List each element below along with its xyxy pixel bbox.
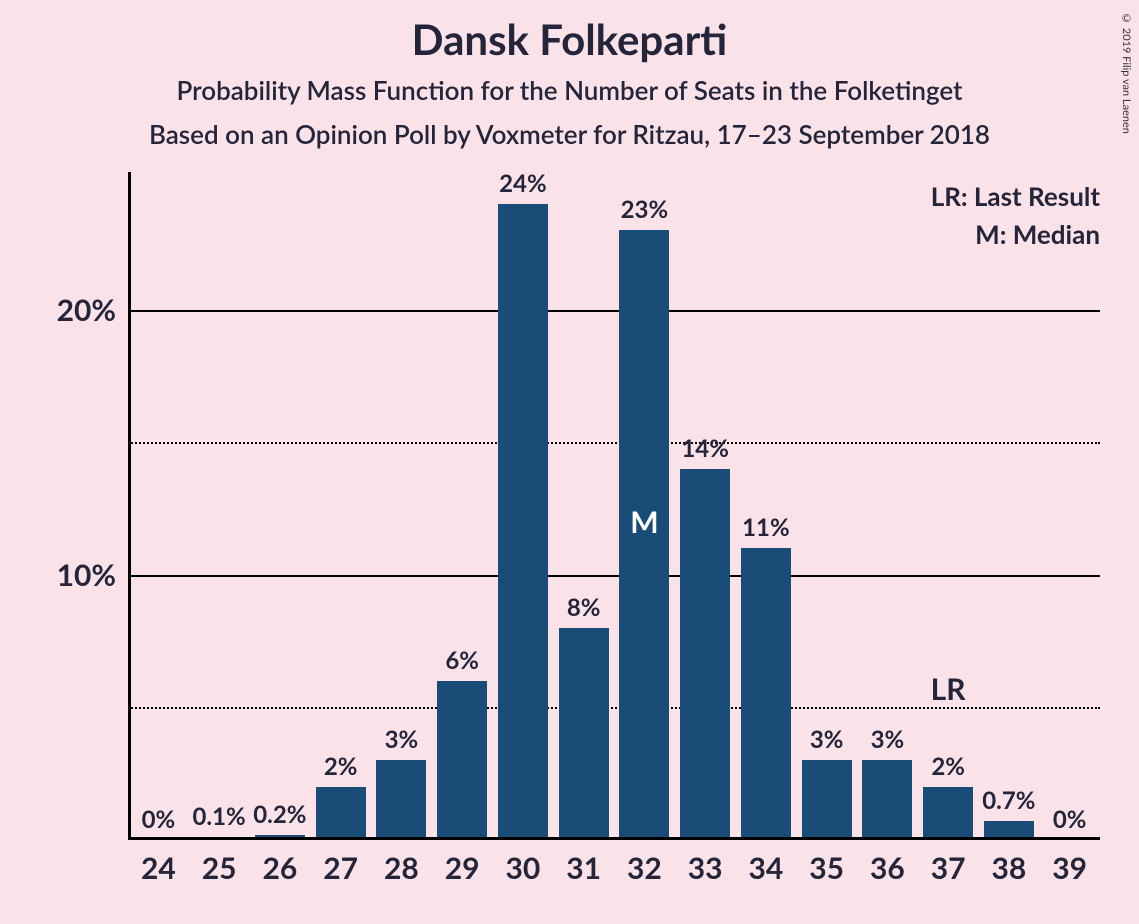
x-axis-label: 25 xyxy=(202,840,237,886)
bar-value-label: 14% xyxy=(681,434,729,469)
gridline xyxy=(128,707,1100,709)
legend-median: M: Median xyxy=(975,218,1100,250)
bar-value-label: 6% xyxy=(445,646,479,681)
bar: 8% xyxy=(559,628,609,840)
x-axis-label: 28 xyxy=(384,840,419,886)
bar: 6% xyxy=(437,681,487,840)
bar-value-label: 3% xyxy=(810,725,844,760)
bar-value-label: 3% xyxy=(385,725,419,760)
last-result-marker: LR xyxy=(931,671,966,707)
bar: 11% xyxy=(741,548,791,840)
gridline xyxy=(128,442,1100,444)
bar-value-label: 0% xyxy=(142,805,176,840)
plot-area: LR: Last Result M: Median 10%20%0%240.1%… xyxy=(128,172,1100,840)
x-axis-label: 32 xyxy=(627,840,662,886)
x-axis-label: 24 xyxy=(141,840,176,886)
x-axis-label: 29 xyxy=(445,840,480,886)
chart-canvas: Dansk Folkeparti Probability Mass Functi… xyxy=(0,0,1139,924)
y-axis-label: 10% xyxy=(57,557,128,593)
legend-last-result: LR: Last Result xyxy=(931,180,1100,212)
x-axis xyxy=(128,837,1100,840)
x-axis-label: 36 xyxy=(870,840,905,886)
bar-value-label: 3% xyxy=(871,725,905,760)
bar: 3% xyxy=(376,760,426,840)
bar: 3% xyxy=(802,760,852,840)
bar: 14% xyxy=(680,469,730,840)
chart-subtitle-1: Probability Mass Function for the Number… xyxy=(0,74,1139,106)
gridline xyxy=(128,575,1100,577)
bar-value-label: 0.2% xyxy=(253,800,306,835)
bar-value-label: 24% xyxy=(499,169,547,204)
copyright-text: © 2019 Filip van Laenen xyxy=(1120,12,1133,134)
x-axis-label: 39 xyxy=(1052,840,1087,886)
bar-value-label: 0% xyxy=(1053,805,1087,840)
x-axis-label: 30 xyxy=(505,840,540,886)
y-axis-label: 20% xyxy=(57,292,128,328)
x-axis-label: 27 xyxy=(323,840,358,886)
bar: 2% xyxy=(923,787,973,840)
bar-value-label: 0.7% xyxy=(982,786,1035,821)
bar-value-label: 2% xyxy=(324,752,358,787)
x-axis-label: 26 xyxy=(262,840,297,886)
bar: 2% xyxy=(316,787,366,840)
bar-value-label: 2% xyxy=(931,752,965,787)
x-axis-label: 35 xyxy=(809,840,844,886)
chart-subtitle-2: Based on an Opinion Poll by Voxmeter for… xyxy=(0,118,1139,150)
bar-value-label: 8% xyxy=(567,593,601,628)
bar-value-label: 11% xyxy=(742,513,790,548)
median-marker: M xyxy=(630,504,658,540)
bar-value-label: 0.1% xyxy=(193,802,246,837)
y-axis xyxy=(128,172,131,840)
x-axis-label: 34 xyxy=(748,840,783,886)
x-axis-label: 31 xyxy=(566,840,601,886)
gridline xyxy=(128,310,1100,312)
bar: 3% xyxy=(862,760,912,840)
x-axis-label: 38 xyxy=(991,840,1026,886)
x-axis-label: 37 xyxy=(931,840,966,886)
x-axis-label: 33 xyxy=(688,840,723,886)
bar-value-label: 23% xyxy=(621,195,669,230)
bar: 24% xyxy=(498,204,548,840)
chart-title: Dansk Folkeparti xyxy=(0,14,1139,64)
